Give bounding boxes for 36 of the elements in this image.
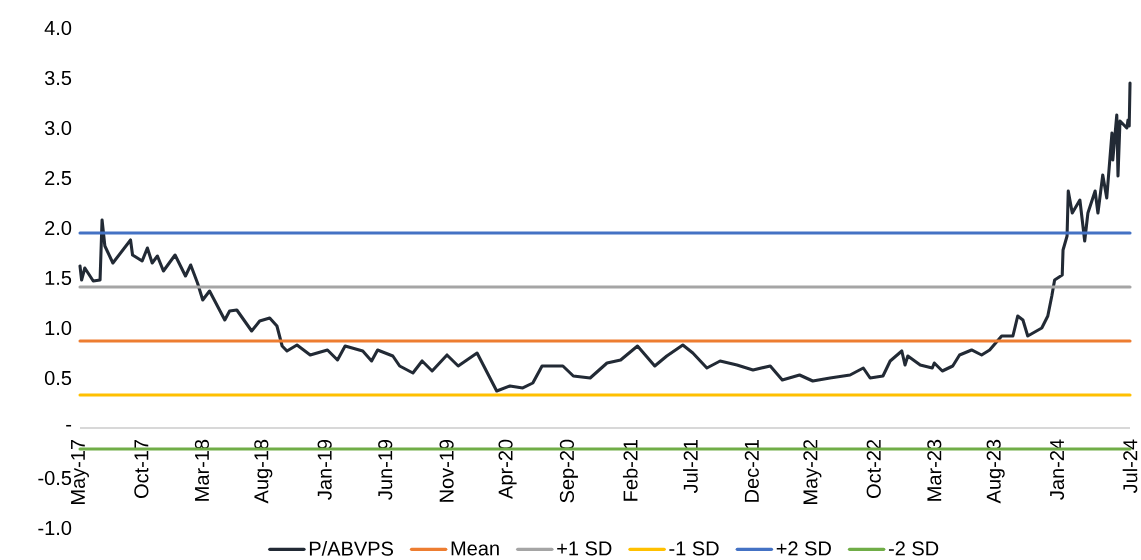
x-tick-label: Jun-19 [378,439,393,500]
x-tick-label: Oct-17 [134,439,149,499]
x-tick-label: Dec-21 [744,439,759,502]
x-tick-label: Jul-21 [683,439,698,494]
x-tick-label: Sep-20 [559,439,578,503]
x-tick-label: Apr-20 [498,439,517,499]
y-tick-label: 2.5 [45,170,72,186]
y-tick-label: -1.0 [38,520,72,536]
y-tick-label: 1.0 [45,320,72,336]
y-tick-label: 0.5 [44,370,72,386]
legend-label: -1 SD [669,541,719,556]
legend-label: -2 SD [888,541,939,556]
x-tick-label: Jan-24 [1049,439,1065,500]
legend-label: +1 SD [557,541,612,556]
x-tick-label: Aug-23 [986,439,1005,504]
y-tick-label: - [66,424,72,427]
x-tick-label: Jul-24 [1122,439,1138,494]
y-tick-label: 2.0 [45,220,72,236]
x-tick-label: Jan-19 [317,439,332,500]
x-tick-label: Feb-21 [622,439,638,501]
x-tick-label: Mar-18 [194,439,209,501]
line-series [78,81,1132,393]
legend-label: P/ABVPS [309,541,393,556]
x-tick-label: Aug-18 [254,439,273,504]
x-tick-label: Mar-23 [927,439,942,501]
legend-label: Mean [451,541,499,556]
x-tick-label: Oct-22 [866,439,881,499]
legend-label: +2 SD [776,541,831,556]
x-tick-label: Nov-19 [439,439,454,502]
y-tick-label: 3.5 [44,70,72,86]
y-tick-label: 4.0 [44,20,72,36]
x-tick-label: May-17 [71,439,89,504]
y-tick-label: 3.0 [44,120,72,136]
y-tick-label: -0.5 [38,470,72,486]
y-tick-label: 1.5 [45,271,72,285]
x-tick-label: May-22 [803,439,822,504]
